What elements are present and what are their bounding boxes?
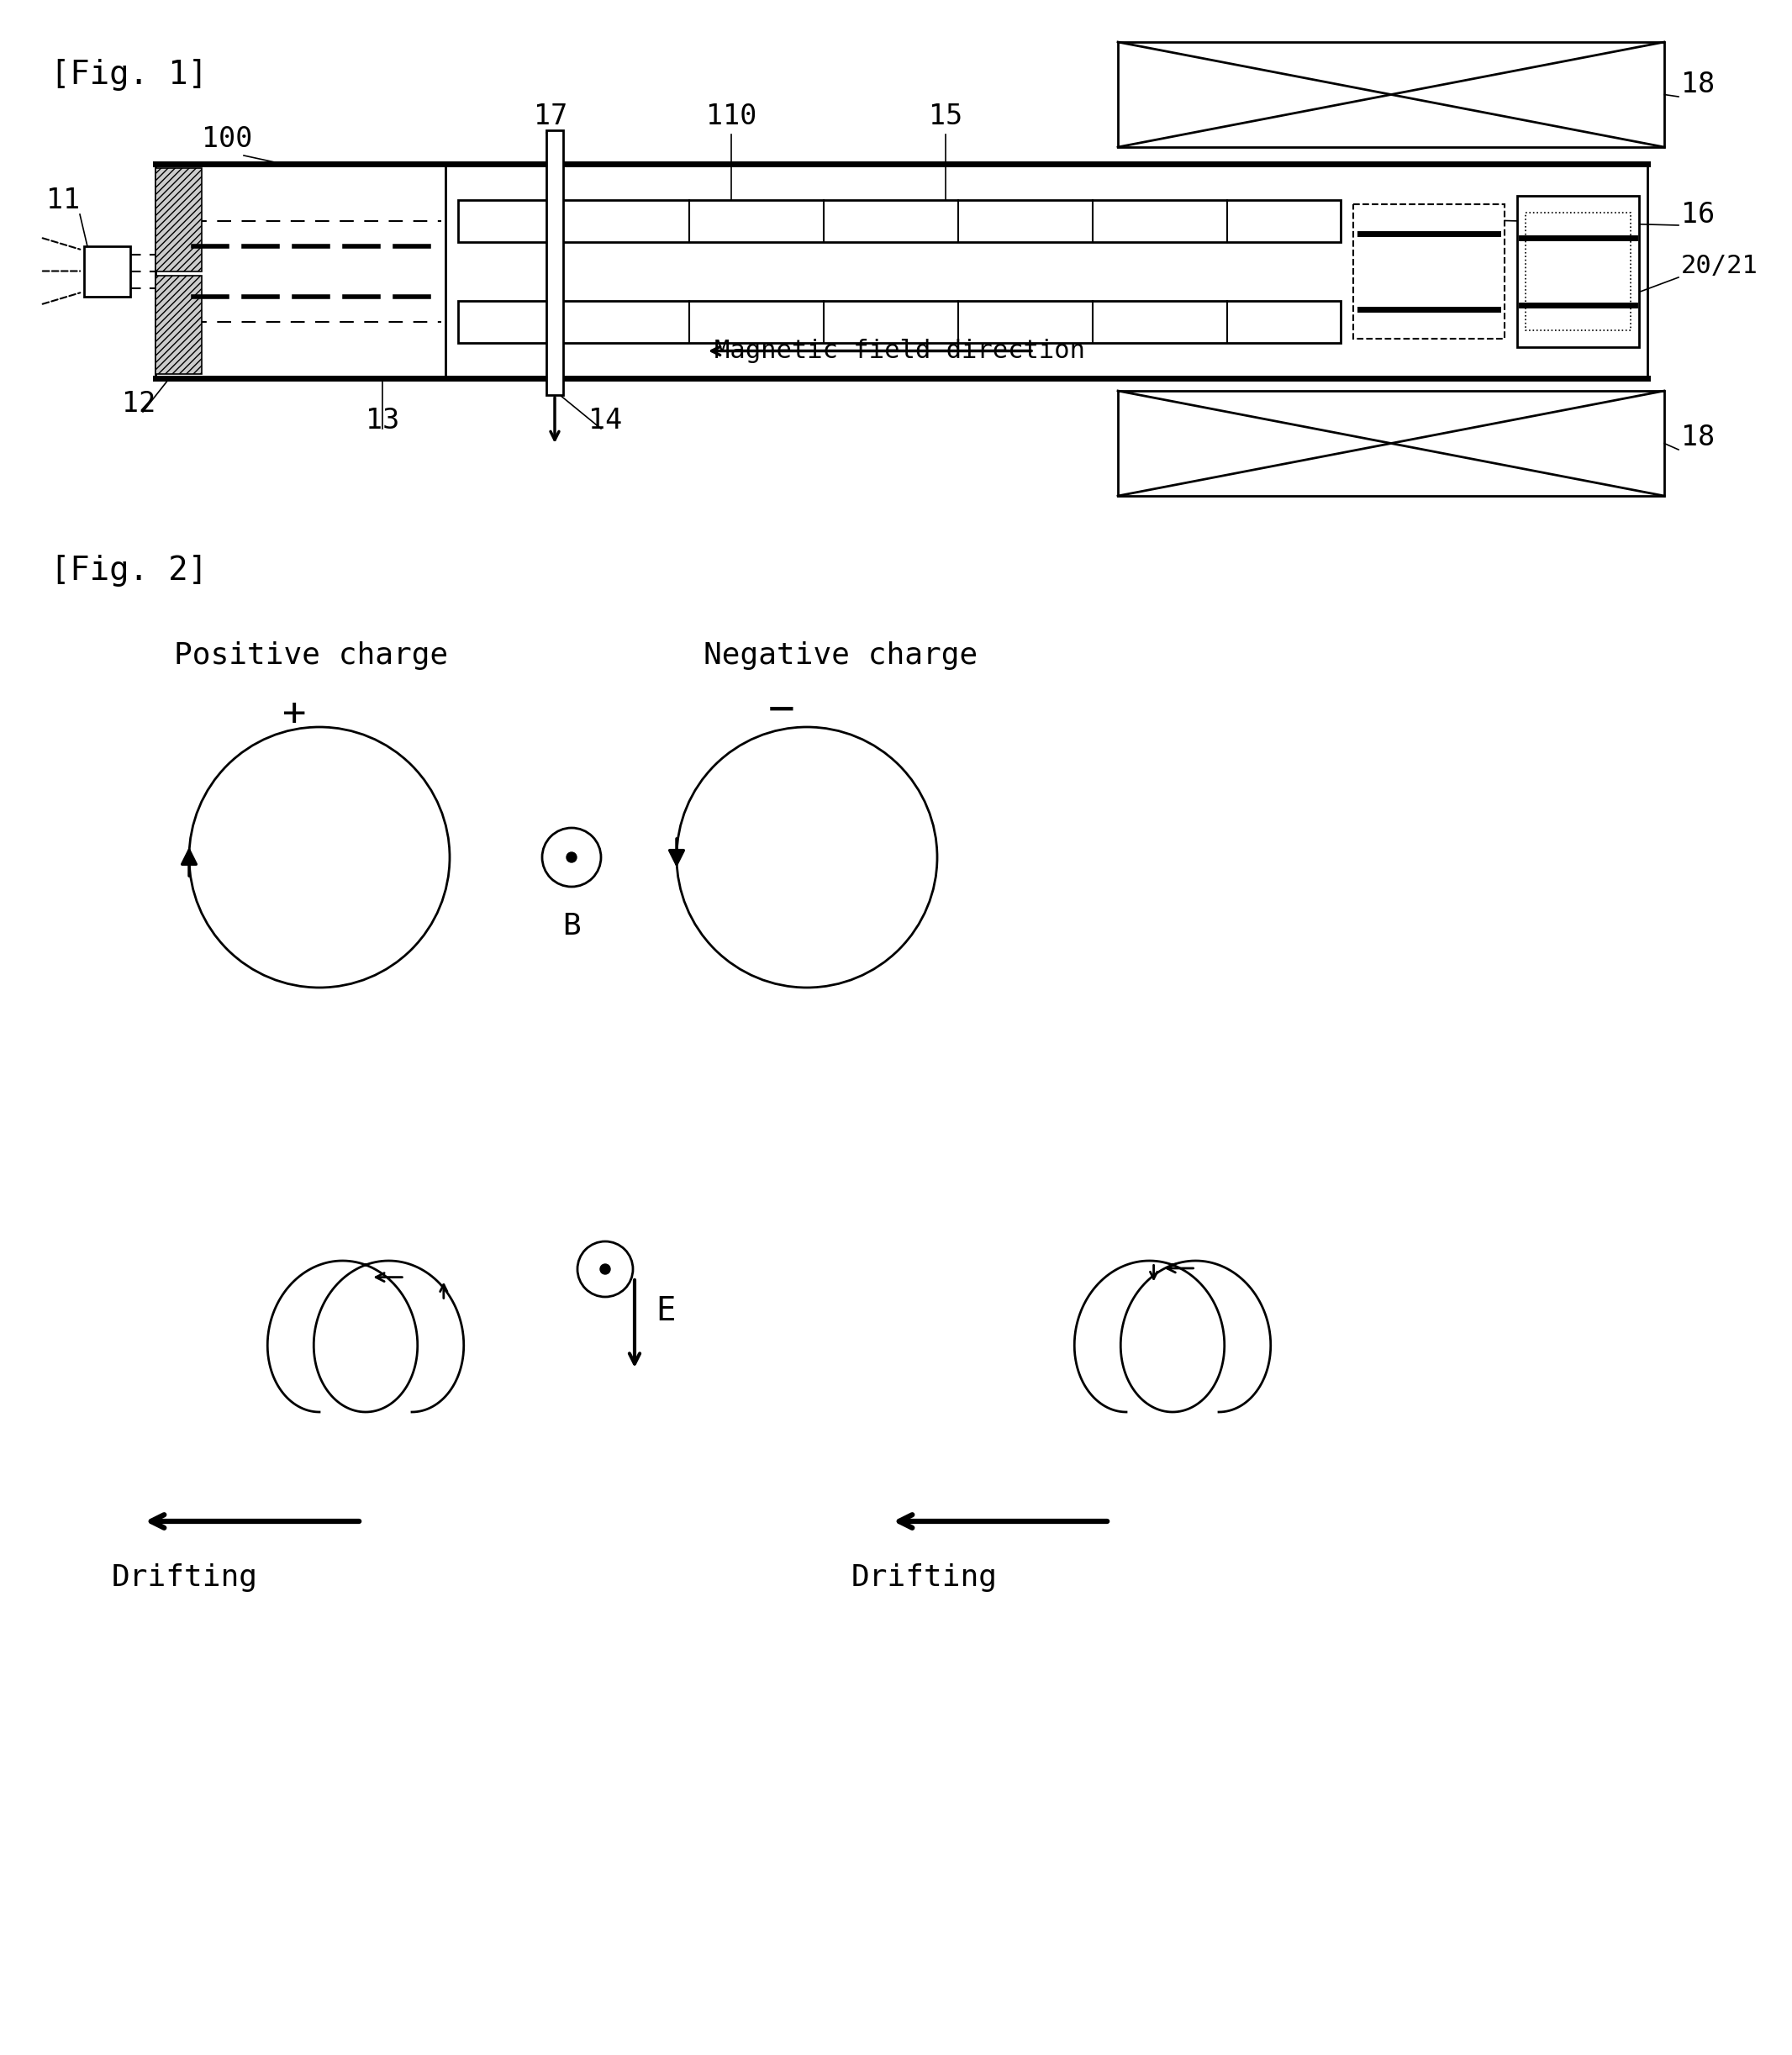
Text: Magnetic field direction: Magnetic field direction	[715, 339, 1086, 364]
Text: Drifting: Drifting	[851, 1564, 998, 1593]
Text: −: −	[769, 688, 796, 732]
Text: Positive charge: Positive charge	[174, 641, 448, 670]
Text: 17: 17	[534, 103, 568, 129]
Bar	[547, 129, 563, 395]
Circle shape	[543, 828, 600, 886]
Bar	[156, 164, 1647, 378]
Circle shape	[190, 727, 450, 988]
Text: B: B	[563, 912, 581, 941]
Bar	[1118, 41, 1665, 148]
Bar	[459, 300, 1340, 343]
Text: Negative charge: Negative charge	[704, 641, 978, 670]
Circle shape	[600, 1264, 611, 1274]
Bar	[84, 247, 131, 296]
Bar	[1518, 195, 1640, 347]
Circle shape	[577, 1241, 633, 1297]
Text: 14: 14	[588, 407, 622, 434]
Text: E: E	[656, 1295, 676, 1328]
Text: [Fig. 1]: [Fig. 1]	[50, 60, 208, 90]
Text: 15: 15	[928, 103, 962, 129]
Text: 12: 12	[122, 390, 156, 417]
Bar	[1118, 390, 1665, 495]
Bar	[1353, 203, 1505, 339]
Text: +: +	[281, 695, 306, 734]
Text: 18: 18	[1681, 70, 1715, 99]
Bar	[156, 275, 202, 374]
Text: [Fig. 2]: [Fig. 2]	[50, 555, 208, 586]
Text: 11: 11	[47, 187, 81, 214]
Bar	[459, 199, 1340, 242]
Text: 16: 16	[1681, 201, 1715, 228]
Text: 13: 13	[366, 407, 400, 434]
Text: 110: 110	[706, 103, 756, 129]
Text: 18: 18	[1681, 423, 1715, 452]
Bar	[156, 169, 202, 271]
Text: 20/21: 20/21	[1681, 255, 1758, 277]
Circle shape	[677, 727, 937, 988]
Text: 100: 100	[202, 125, 253, 152]
Text: Drifting: Drifting	[111, 1564, 258, 1593]
Circle shape	[566, 853, 577, 863]
Bar	[1525, 212, 1631, 331]
